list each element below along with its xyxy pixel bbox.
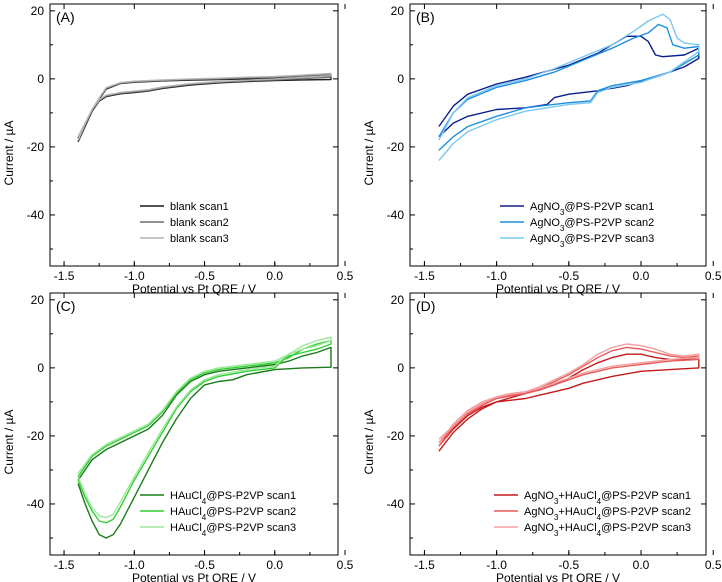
panel-c: -1.5 -1.0 -0.5 0.0 0.5 -40 -20 0 20 Potential vs … (2, 292, 354, 582)
panel-a: -1.5 -1.0 -0.5 0.0 0.5 -40 -20 0 20 Potential vs … (2, 3, 354, 296)
panel-label: (B) (416, 9, 435, 25)
legend-entry: HAuCl4@PS-P2VP scan1 (170, 490, 296, 506)
legend-entry: HAuCl4@PS-P2VP scan2 (170, 506, 296, 522)
x-tick-label: 0.5 (705, 558, 722, 572)
y-axis-label: Current / µA (2, 410, 16, 475)
x-tick-label: 0.5 (337, 269, 354, 283)
y-tick-label: 20 (391, 293, 405, 307)
series-line-scan1 (77, 76, 332, 143)
x-tick-label: -1.0 (124, 558, 145, 572)
y-tick-label: 20 (391, 4, 405, 18)
legend-entry: HAuCl4@PS-P2VP scan3 (170, 522, 296, 538)
legend-entry: blank scan1 (170, 201, 229, 213)
y-tick-label: 0 (37, 72, 44, 86)
x-tick-label: -1.5 (54, 558, 75, 572)
x-tick-label: 0.5 (337, 558, 354, 572)
panel-label: (A) (56, 9, 75, 25)
x-tick-label: 0.0 (633, 558, 650, 572)
x-tick-label: 0.5 (705, 269, 722, 283)
y-tick-label: 20 (31, 4, 45, 18)
y-tick-label: -40 (27, 497, 45, 511)
series-line-scan2 (438, 346, 700, 447)
y-tick-label: -20 (27, 429, 45, 443)
plot-frame (409, 292, 707, 556)
y-tick-label: 0 (397, 72, 404, 86)
legend-entry: blank scan2 (170, 217, 229, 229)
y-tick-label: -20 (387, 140, 405, 154)
legend-entry: AgNO3@PS-P2VP scan1 (530, 201, 654, 217)
x-axis-label: Potential vs Pt QRE / V (496, 571, 620, 582)
legend: blank scan1 blank scan2 blank scan3 (140, 201, 229, 245)
x-tick-label: -1.0 (486, 269, 507, 283)
x-tick-label: 0.0 (633, 269, 650, 283)
series-line-scan2 (77, 339, 332, 524)
x-tick-label: -0.5 (194, 558, 215, 572)
panel-label: (C) (56, 298, 75, 314)
y-axis-label: Current / µA (362, 410, 376, 475)
legend-entry: AgNO3+HAuCl4@PS-P2VP scan3 (524, 522, 691, 538)
series-line-scan1 (438, 353, 700, 452)
x-axis-label: Potential vs Pt QRE / V (132, 282, 256, 296)
x-tick-label: 0.0 (266, 269, 283, 283)
x-tick-label: -0.5 (194, 269, 215, 283)
legend-entry: AgNO3+HAuCl4@PS-P2VP scan2 (524, 506, 691, 522)
y-tick-label: -40 (387, 497, 405, 511)
plot-frame (49, 3, 339, 267)
x-tick-label: -0.5 (558, 558, 579, 572)
x-tick-label: -1.0 (486, 558, 507, 572)
panel-b: -1.5 -1.0 -0.5 0.0 0.5 -40 -20 0 20 Potential vs … (362, 3, 722, 296)
plot-frame (49, 292, 339, 556)
y-tick-label: 0 (397, 361, 404, 375)
legend: AgNO3+HAuCl4@PS-P2VP scan1AgNO3+HAuCl4@P… (494, 490, 691, 538)
x-tick-label: -0.5 (558, 269, 579, 283)
series-line-scan3 (438, 343, 700, 444)
series-line-scan3 (77, 72, 332, 141)
series-line-scan1 (438, 35, 700, 138)
x-tick-label: -1.5 (54, 269, 75, 283)
series-line-scan3 (438, 13, 700, 161)
series-line-scan2 (438, 23, 700, 151)
y-tick-label: -20 (27, 140, 45, 154)
series-line-scan1 (77, 346, 332, 539)
y-tick-label: -40 (27, 208, 45, 222)
legend-entry: AgNO3@PS-P2VP scan3 (530, 233, 654, 249)
legend-entry: blank scan3 (170, 233, 229, 245)
legend-entry: AgNO3+HAuCl4@PS-P2VP scan1 (524, 490, 691, 506)
x-axis-label: Potential vs Pt QRE / V (496, 282, 620, 296)
x-tick-label: 0.0 (266, 558, 283, 572)
legend-entry: AgNO3@PS-P2VP scan2 (530, 217, 654, 233)
series-line-scan3 (77, 336, 332, 519)
x-tick-label: -1.0 (124, 269, 145, 283)
x-tick-label: -1.5 (414, 558, 435, 572)
plot-frame (409, 3, 707, 267)
y-tick-label: 20 (31, 293, 45, 307)
y-axis-label: Current / µA (362, 121, 376, 186)
x-tick-label: -1.5 (414, 269, 435, 283)
panel-label: (D) (416, 298, 435, 314)
y-axis-label: Current / µA (2, 121, 16, 186)
y-tick-label: 0 (37, 361, 44, 375)
y-tick-label: -20 (387, 429, 405, 443)
y-tick-label: -40 (387, 208, 405, 222)
x-axis-label: Potential vs Pt QRE / V (132, 571, 256, 582)
panel-d: -1.5 -1.0 -0.5 0.0 0.5 -40 -20 0 20 Potential vs … (362, 292, 722, 582)
